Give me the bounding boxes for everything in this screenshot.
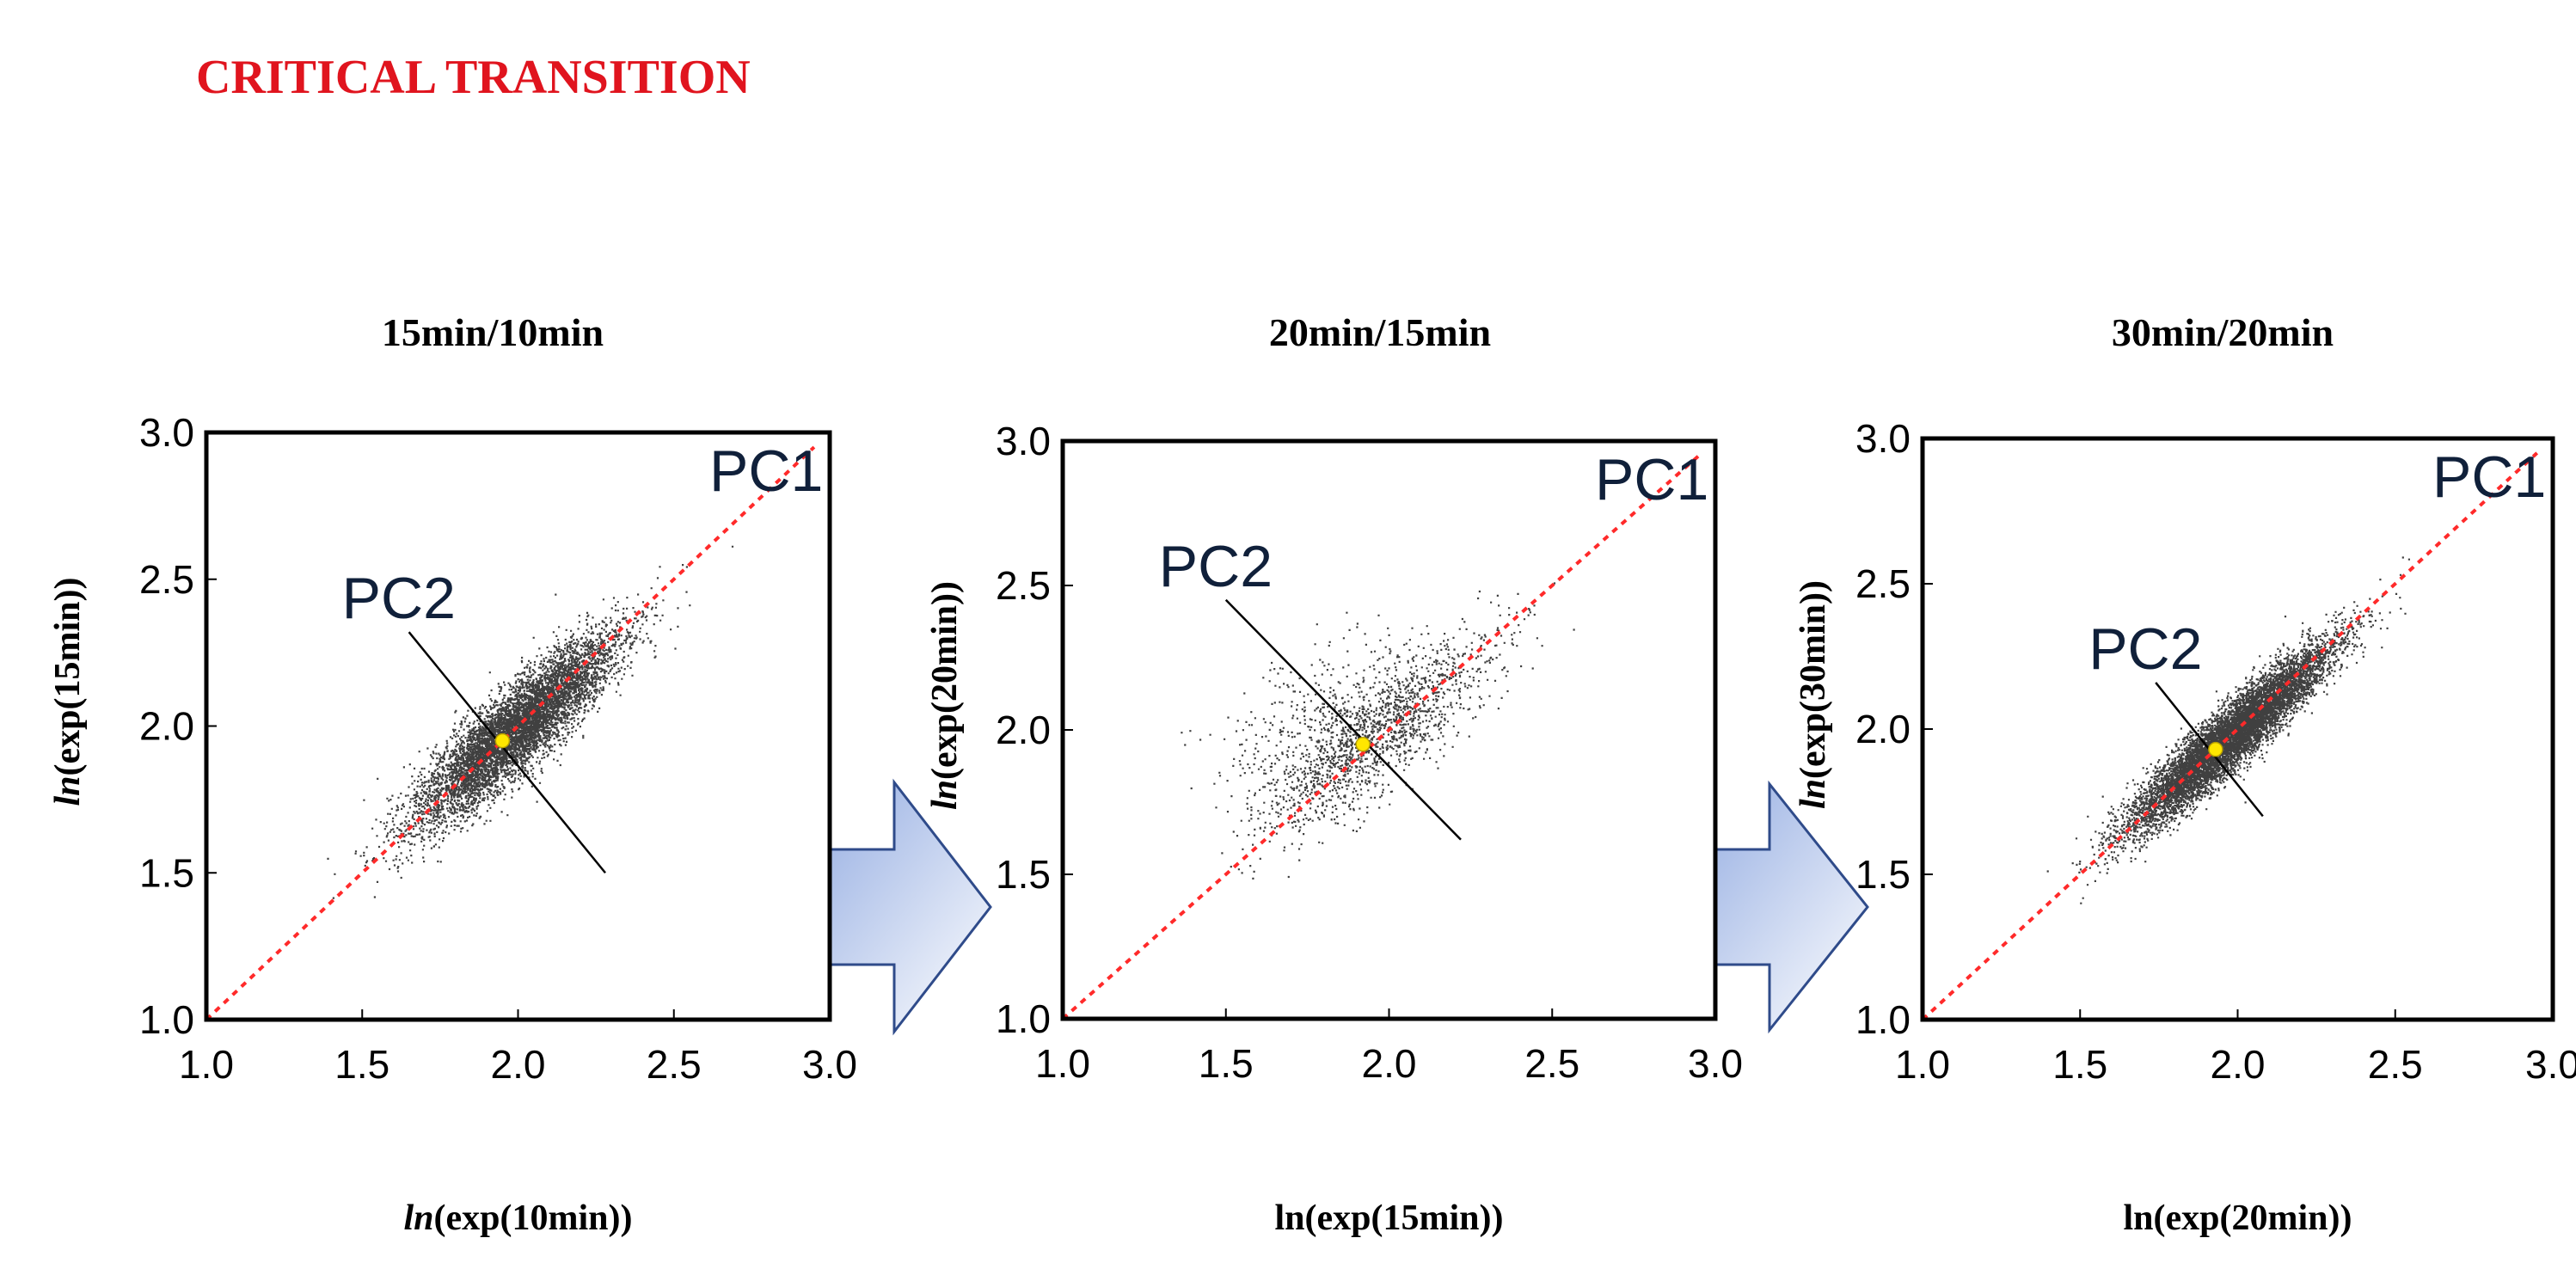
x-axis-label-text: ln(exp(20min)) [2124, 1198, 2352, 1238]
x-axis-label-text: ln(exp(15min)) [1275, 1198, 1504, 1238]
x-axis-label-prefix: ln [404, 1198, 434, 1238]
data-points [2046, 556, 2410, 904]
x-axis-label-text: (exp(10min)) [434, 1198, 633, 1238]
y-tick-label: 1.0 [996, 996, 1051, 1041]
x-tick-label: 3.0 [802, 1042, 857, 1087]
pc2-label: PC2 [1159, 534, 1273, 599]
x-tick-label: 1.5 [334, 1042, 389, 1087]
center-point [494, 732, 511, 749]
y-axis-label-prefix: ln [925, 780, 965, 810]
y-axis-label: ln(exp(15min)) [48, 578, 88, 806]
y-tick-label: 2.0 [1855, 707, 1911, 751]
x-tick-label: 1.0 [1035, 1041, 1090, 1086]
x-tick-label: 1.5 [1199, 1041, 1254, 1086]
y-tick-label: 3.0 [996, 419, 1051, 463]
chart-title: 20min/15min [1269, 310, 1491, 354]
y-axis-label: ln(exp(20min)) [925, 581, 965, 810]
figure-title: CRITICAL TRANSITION [196, 51, 751, 104]
y-tick-label: 1.5 [139, 850, 194, 895]
x-tick-label: 2.5 [1524, 1041, 1579, 1086]
y-tick-label: 3.0 [139, 410, 194, 455]
y-axis-label-prefix: ln [1794, 779, 1833, 809]
chart-title: 15min/10min [382, 310, 604, 354]
pc1-label: PC1 [1595, 447, 1708, 512]
x-tick-label: 2.0 [1362, 1041, 1417, 1086]
chart-title: 30min/20min [2112, 310, 2334, 354]
x-tick-label: 2.5 [2368, 1042, 2423, 1087]
x-axis-label: ln(exp(10min)) [404, 1198, 633, 1238]
x-tick-label: 3.0 [1688, 1041, 1743, 1086]
pc2-label: PC2 [342, 566, 456, 631]
scatter-chart-2: 20min/15min 1.01.0 1.5 1.5 2.0 2.0 2.5 2.5 3.0 3.… [925, 310, 1743, 1238]
y-tick-label: 2.0 [996, 708, 1051, 752]
pc1-axis-line [1063, 454, 1701, 1019]
y-tick-label: 1.5 [1855, 852, 1911, 897]
x-axis-label: ln(exp(20min)) [2124, 1198, 2352, 1238]
x-tick-label: 2.0 [2211, 1042, 2266, 1087]
x-tick-label: 2.5 [647, 1042, 702, 1087]
y-tick-label: 1.0 [139, 997, 194, 1042]
x-tick-label: 1.0 [1895, 1042, 1950, 1087]
x-axis-label: ln(exp(15min)) [1275, 1198, 1504, 1238]
y-axis-label-text: (exp(30min)) [1794, 580, 1833, 779]
pc2-axis-line [408, 631, 606, 874]
y-axis-label-text: (exp(20min)) [925, 581, 965, 780]
y-axis-label-prefix: ln [48, 775, 88, 806]
y-tick-label: 2.5 [139, 557, 194, 602]
y-tick-label: 2.5 [1855, 561, 1911, 606]
y-tick-label: 3.0 [1855, 416, 1911, 461]
center-point [2208, 741, 2223, 757]
y-tick-label: 1.5 [996, 852, 1051, 897]
x-tick-label: 3.0 [2525, 1042, 2576, 1087]
x-tick-label: 1.0 [179, 1042, 234, 1087]
y-tick-label: 2.5 [996, 563, 1051, 608]
x-tick-label: 1.5 [2052, 1042, 2107, 1087]
pc1-label: PC1 [709, 438, 823, 504]
center-point [1355, 737, 1371, 752]
y-tick-label: 1.0 [1855, 997, 1911, 1042]
y-axis-label-text: (exp(15min)) [48, 578, 88, 776]
x-tick-label: 2.0 [491, 1042, 546, 1087]
pc2-axis-line [1224, 598, 1462, 841]
scatter-chart-3: 30min/20min 1.01.0 1.5 1.5 2.0 2.0 2.5 2.5 3.0 3.… [1794, 310, 2576, 1238]
y-axis-label: ln(exp(30min)) [1794, 580, 1833, 809]
pc1-label: PC1 [2432, 444, 2546, 510]
y-tick-label: 2.0 [139, 704, 194, 749]
scatter-chart-1: 15min/10min 1.01.0 1.5 1.5 2.0 2.0 2.5 2.5 3.0 3.… [48, 310, 857, 1238]
pc2-label: PC2 [2088, 616, 2202, 682]
